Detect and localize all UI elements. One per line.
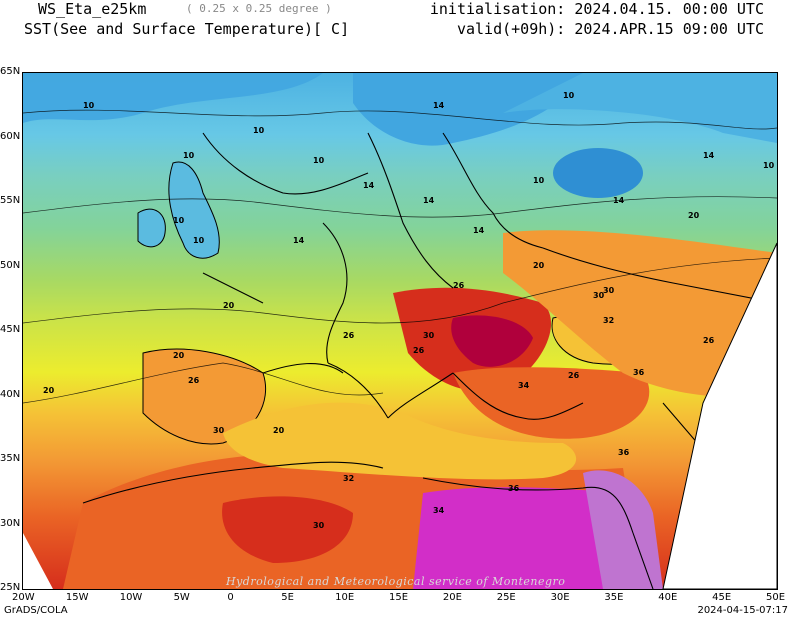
contour-value-label: 32 (603, 316, 614, 325)
ireland-land (137, 208, 166, 248)
latitude-tick-label: 30N (0, 517, 21, 529)
contour-value-label: 14 (613, 196, 625, 205)
contour-value-label: 36 (633, 368, 645, 377)
contour-value-label: 32 (343, 474, 354, 483)
contour-value-label: 10 (563, 91, 575, 100)
longitude-tick-label: 20W (12, 592, 35, 603)
latitude-tick-label: 60N (0, 130, 21, 142)
longitude-tick-label: 15E (389, 592, 409, 603)
contour-value-label: 14 (293, 236, 305, 245)
longitude-tick-label: 10E (335, 592, 355, 603)
longitude-tick-label: 25E (496, 592, 516, 603)
model-title: WS_Eta_e25km (38, 0, 147, 18)
contour-value-label: 10 (173, 216, 185, 225)
longitude-tick-label: 5W (173, 592, 190, 603)
contour-value-label: 20 (688, 211, 700, 220)
contour-value-label: 30 (213, 426, 225, 435)
latitude-tick-label: 35N (0, 453, 21, 464)
longitude-tick-label: 15W (65, 592, 89, 603)
sst-map: 10 10 10 10 10 10 10 10 10 14 14 14 14 14 14 14 20 20 20 20… (22, 72, 778, 590)
contour-value-label: 36 (508, 484, 520, 493)
contour-value-label: 30 (593, 291, 605, 300)
contour-value-label: 10 (83, 101, 95, 110)
contour-value-label: 34 (518, 381, 530, 390)
longitude-tick-label: 5E (281, 592, 294, 603)
contour-value-label: 20 (173, 351, 185, 360)
contour-value-label: 34 (433, 506, 445, 515)
contour-value-label: 14 (473, 226, 485, 235)
longitude-tick-label: 35E (604, 592, 624, 603)
initialisation-time: initialisation: 2024.04.15. 00:00 UTC (429, 0, 764, 18)
latitude-tick-label: 45N (0, 324, 21, 335)
sst-map-canvas: 10 10 10 10 10 10 10 10 10 14 14 14 14 14 14 14 20 20 20 20… (23, 73, 777, 589)
cold-zone-russia (553, 148, 643, 198)
longitude-tick-label: 40E (658, 592, 678, 603)
arabia-extreme (583, 470, 663, 589)
balkans-extreme (451, 315, 533, 367)
contour-value-label: 26 (343, 331, 355, 340)
contour-value-label: 36 (618, 448, 630, 457)
latitude-tick-label: 25N (0, 582, 21, 593)
latitude-tick-label: 55N (0, 195, 21, 206)
outside-domain-east (662, 242, 777, 589)
contour-value-label: 14 (433, 101, 445, 110)
eastern-steppe-warm (503, 230, 777, 397)
cold-zone-scandinavia (353, 73, 583, 146)
greece-turkey-hot (453, 367, 650, 439)
contour-labels: 10 10 10 10 10 10 10 10 10 14 14 14 14 14 14 14 20 20 20 20… (43, 91, 775, 530)
sahara-hottest (222, 496, 353, 563)
longitude-tick-label: 50E (766, 592, 786, 603)
contour-value-label: 10 (193, 236, 205, 245)
contour-value-label: 14 (703, 151, 715, 160)
uk-land (168, 161, 220, 259)
variable-title: SST(See and Surface Temperature)[ C] (24, 20, 350, 38)
contour-value-label: 30 (603, 286, 615, 295)
render-timestamp: 2024-04-15-07:17 (697, 605, 788, 616)
latitude-tick-label: 65N (0, 66, 21, 77)
contour-value-label: 26 (188, 376, 200, 385)
contour-value-label: 26 (453, 281, 465, 290)
contour-value-label: 10 (253, 126, 265, 135)
contour-value-label: 20 (223, 301, 235, 310)
contour-value-label: 20 (43, 386, 55, 395)
contour-value-label: 14 (363, 181, 375, 190)
mediterranean-sea (223, 402, 577, 480)
contour-value-label: 26 (568, 371, 580, 380)
contour-value-label: 20 (533, 261, 545, 270)
grid-resolution: ( 0.25 x 0.25 degree ) (186, 2, 332, 15)
longitude-tick-label: 30E (550, 592, 570, 603)
contour-value-label: 10 (533, 176, 545, 185)
longitude-tick-label: 10W (119, 592, 143, 603)
valid-time: valid(+09h): 2024.APR.15 09:00 UTC (456, 20, 764, 38)
contour-value-label: 14 (423, 196, 435, 205)
contour-value-label: 30 (313, 521, 325, 530)
isotherm-lines (23, 109, 777, 404)
contour-value-label: 26 (703, 336, 715, 345)
latitude-tick-label: 40N (0, 388, 21, 400)
contour-value-label: 10 (183, 151, 195, 160)
contour-value-label: 10 (313, 156, 325, 165)
latitude-tick-label: 50N (0, 259, 21, 271)
longitude-tick-label: 45E (712, 592, 732, 603)
egypt-extreme (413, 487, 643, 589)
outside-domain-southwest (23, 533, 53, 589)
contour-value-label: 10 (763, 161, 775, 170)
contour-value-label: 26 (413, 346, 425, 355)
contour-value-label: 30 (423, 331, 435, 340)
longitude-tick-label: 0 (227, 592, 234, 603)
longitude-tick-label: 20E (442, 592, 462, 603)
cold-zone-north-east (503, 73, 777, 143)
software-credit: GrADS/COLA (4, 605, 68, 616)
iberia-warm (142, 348, 267, 445)
contour-value-label: 20 (273, 426, 285, 435)
watermark-text: Hydrological and Meteorological service … (226, 575, 566, 588)
